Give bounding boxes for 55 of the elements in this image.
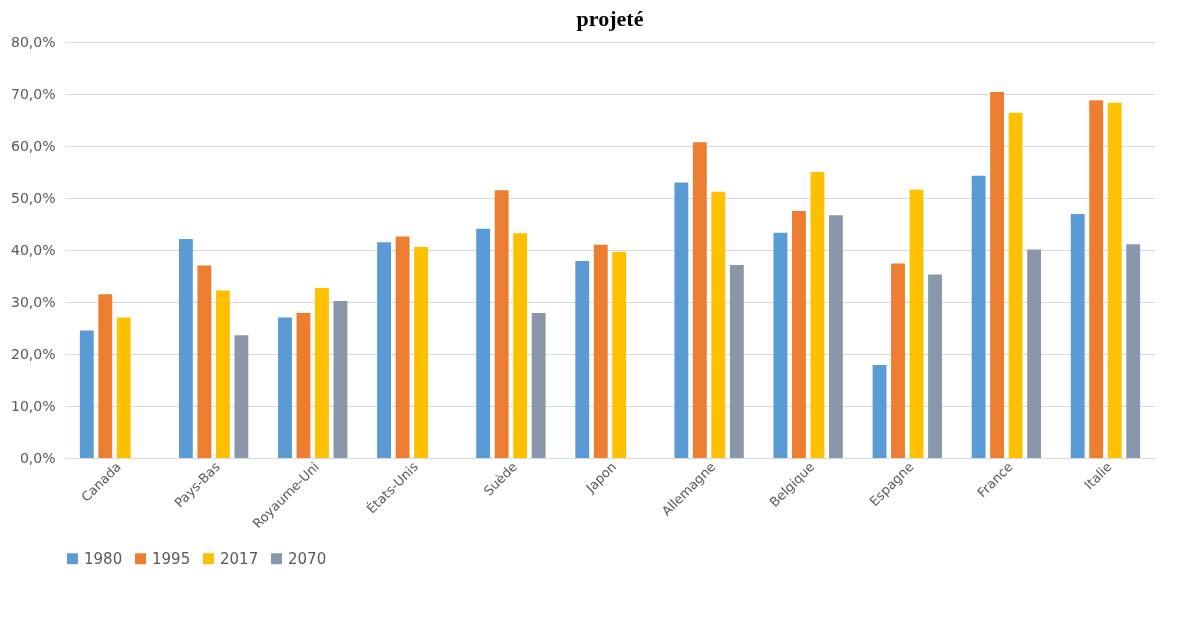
y-tick-label: 30,0% <box>11 293 56 310</box>
bar <box>810 172 825 458</box>
bar <box>494 190 509 458</box>
bar <box>1107 102 1122 458</box>
y-tick-label: 60,0% <box>11 137 56 154</box>
bar <box>1008 112 1023 458</box>
bar <box>612 252 627 458</box>
bar <box>79 330 94 458</box>
bar <box>711 191 726 458</box>
bar <box>513 233 528 458</box>
y-tick-label: 70,0% <box>11 85 56 102</box>
bar <box>215 290 230 458</box>
bar <box>377 242 392 458</box>
bar <box>792 211 806 458</box>
y-tick-label: 80,0% <box>11 33 56 50</box>
bar <box>674 182 689 458</box>
bar <box>278 317 292 458</box>
legend-label: 2017 <box>220 549 259 568</box>
bar <box>1027 249 1042 458</box>
bar <box>1126 244 1141 458</box>
bar <box>872 364 887 458</box>
bar <box>773 232 788 458</box>
bar <box>531 312 546 458</box>
bar <box>828 215 843 458</box>
chart-title: projeté <box>576 6 644 31</box>
bar <box>692 142 707 458</box>
y-tick-label: 40,0% <box>11 241 56 258</box>
bar <box>1089 100 1104 458</box>
legend-label: 2070 <box>288 549 327 568</box>
bar <box>971 175 986 458</box>
y-tick-label: 0,0% <box>19 449 56 466</box>
bar <box>593 244 608 458</box>
bar <box>333 300 348 458</box>
bar <box>414 246 428 458</box>
bar <box>197 265 212 458</box>
bar <box>1070 214 1085 458</box>
bar <box>98 294 113 458</box>
bar <box>296 312 311 458</box>
y-tick-label: 10,0% <box>11 397 56 414</box>
bar <box>116 317 131 458</box>
bar <box>729 265 744 458</box>
legend-label: 1980 <box>84 549 123 568</box>
bar <box>234 335 249 458</box>
bar <box>990 91 1005 458</box>
legend-label: 1995 <box>152 549 191 568</box>
bar <box>909 189 924 458</box>
bar <box>476 228 491 458</box>
bar <box>928 274 942 458</box>
bar <box>395 236 410 458</box>
y-tick-label: 50,0% <box>11 189 56 206</box>
bar <box>315 287 329 458</box>
y-tick-label: 20,0% <box>11 345 56 362</box>
bar <box>178 239 193 458</box>
bar <box>891 263 905 458</box>
bar <box>575 260 590 458</box>
